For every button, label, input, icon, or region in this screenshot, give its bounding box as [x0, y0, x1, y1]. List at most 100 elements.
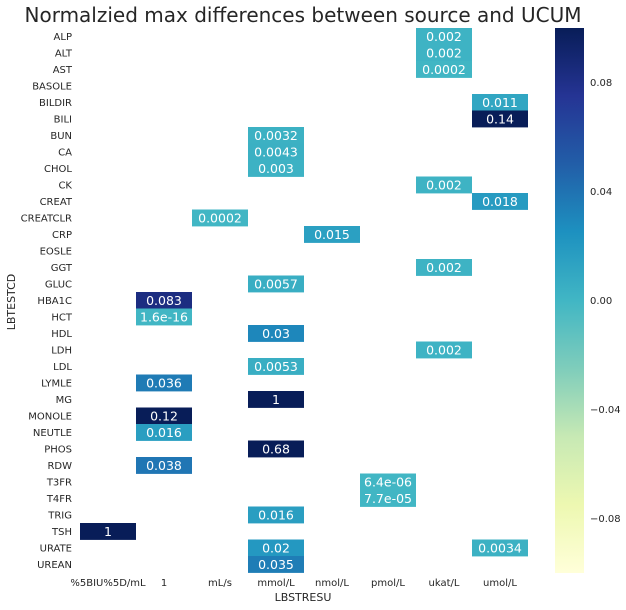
x-tick-label: %5BIU%5D/mL: [70, 578, 146, 589]
colorbar-tick-label: −0.08: [590, 514, 621, 525]
cell-value-label: 0.035: [258, 557, 294, 572]
heatmap-cell: [136, 457, 192, 474]
y-tick-label: NEUTLE: [33, 428, 72, 439]
cell-value-label: 0.02: [262, 540, 290, 555]
heatmap-cell: [248, 143, 304, 161]
y-tick-label: T4FR: [46, 494, 72, 505]
y-tick-label: AST: [53, 65, 73, 76]
y-tick-label: CREAT: [40, 197, 73, 208]
x-tick-label: pmol/L: [371, 578, 405, 589]
heatmap-cell: [248, 358, 304, 375]
y-tick-label: LDH: [51, 345, 72, 356]
cell-value-label: 1: [104, 524, 112, 539]
cell-value-label: 0.018: [482, 194, 518, 209]
y-tick-label: BILDIR: [39, 98, 72, 109]
colorbar-tick-label: 0.00: [590, 296, 612, 307]
y-tick-label: CREATCLR: [21, 213, 72, 224]
y-tick-label: HBA1C: [37, 296, 72, 307]
cell-value-label: 0.0002: [422, 62, 466, 77]
heatmap-cell: [136, 424, 192, 441]
y-tick-label: BASOLE: [32, 81, 72, 92]
heatmap-cell: [136, 308, 192, 326]
heatmap-cell: [192, 209, 248, 227]
heatmap-cell: [136, 374, 192, 392]
y-tick-label: UREAN: [37, 560, 72, 571]
cell-value-label: 0.003: [258, 161, 294, 176]
cell-value-label: 0.0002: [198, 210, 242, 225]
y-tick-label: HDL: [51, 329, 72, 340]
heatmap-cell: [248, 440, 304, 458]
cell-value-label: 0.0043: [254, 144, 298, 159]
heatmap-cell: [416, 61, 472, 78]
cell-value-label: 0.0032: [254, 128, 298, 143]
y-tick-label: CRP: [52, 230, 72, 241]
y-tick-label: GLUC: [45, 279, 72, 290]
heatmap-cell: [472, 193, 528, 210]
heatmap-cells: 0.0020.0020.00020.0110.140.00320.00430.0…: [80, 28, 528, 573]
x-tick-labels: %5BIU%5D/mL 1 mL/s mmol/L nmol/L pmol/L ukat/L…: [70, 578, 517, 589]
y-tick-label: LDL: [53, 362, 72, 373]
y-tick-label: CHOL: [44, 164, 72, 175]
y-axis-label: LBTESTCD: [5, 274, 18, 331]
heatmap-cell: [248, 556, 304, 573]
y-tick-label: CA: [58, 147, 72, 158]
y-tick-label: ALT: [55, 48, 73, 59]
heatmap-cell: [136, 292, 192, 309]
heatmap-cell: [136, 407, 192, 425]
chart-title: Normalzied max differences between sourc…: [25, 3, 582, 27]
colorbar-tick-label: 0.08: [590, 78, 612, 89]
cell-value-label: 0.14: [486, 111, 514, 126]
y-tick-labels: ALP ALT AST BASOLE BILDIR BILI BUN CA CHOL CK CREA…: [21, 32, 73, 571]
cell-value-label: 0.015: [314, 227, 350, 242]
y-tick-label: EOSLE: [40, 246, 72, 257]
cell-value-label: 0.0034: [478, 540, 522, 555]
cell-value-label: 1: [272, 392, 280, 407]
heatmap-cell: [248, 275, 304, 293]
cell-value-label: 7.7e-05: [364, 491, 412, 506]
x-tick-label: 1: [161, 578, 167, 589]
heatmap-cell: [360, 473, 416, 491]
x-tick-label: mL/s: [208, 578, 232, 589]
cell-value-label: 0.002: [426, 260, 462, 275]
cell-value-label: 0.083: [146, 293, 182, 308]
heatmap-cell: [472, 110, 528, 128]
heatmap-cell: [416, 259, 472, 276]
y-tick-label: T3FR: [46, 477, 72, 488]
heatmap-cell: [416, 28, 472, 45]
x-axis-label: LBSTRESU: [275, 591, 332, 604]
heatmap-cell: [472, 94, 528, 111]
heatmap-cell: [248, 391, 304, 408]
y-tick-label: HCT: [51, 312, 73, 323]
cell-value-label: 0.002: [426, 45, 462, 60]
x-tick-label: mmol/L: [257, 578, 295, 589]
cell-value-label: 0.038: [146, 458, 182, 473]
colorbar-tick-label: 0.04: [590, 187, 612, 198]
y-tick-label: LYMLE: [41, 378, 72, 389]
y-tick-label: BILI: [54, 114, 72, 125]
y-tick-label: TRIG: [47, 510, 72, 521]
y-tick-label: URATE: [40, 543, 72, 554]
y-tick-label: PHOS: [44, 444, 72, 455]
cell-value-label: 0.002: [426, 177, 462, 192]
heatmap-cell: [416, 176, 472, 194]
heatmap-cell: [248, 539, 304, 557]
cell-value-label: 0.0053: [254, 359, 298, 374]
colorbar-ticks: 0.08 0.04 0.00 −0.04 −0.08: [590, 78, 621, 525]
cell-value-label: 0.036: [146, 375, 182, 390]
cell-value-label: 0.002: [426, 29, 462, 44]
heatmap-cell: [416, 341, 472, 359]
heatmap-cell: [248, 127, 304, 144]
heatmap-cell: [472, 539, 528, 557]
cell-value-label: 0.011: [482, 95, 518, 110]
cell-value-label: 0.0057: [254, 276, 298, 291]
y-tick-label: GGT: [51, 263, 73, 274]
y-tick-label: BUN: [50, 131, 72, 142]
cell-value-label: 0.12: [150, 408, 178, 423]
heatmap-cell: [304, 226, 360, 243]
heatmap-cell: [248, 160, 304, 177]
heatmap-cell: [416, 44, 472, 62]
heatmap-cell: [360, 490, 416, 507]
y-tick-label: MONOLE: [28, 411, 72, 422]
colorbar: [555, 28, 584, 573]
x-tick-label: nmol/L: [315, 578, 349, 589]
